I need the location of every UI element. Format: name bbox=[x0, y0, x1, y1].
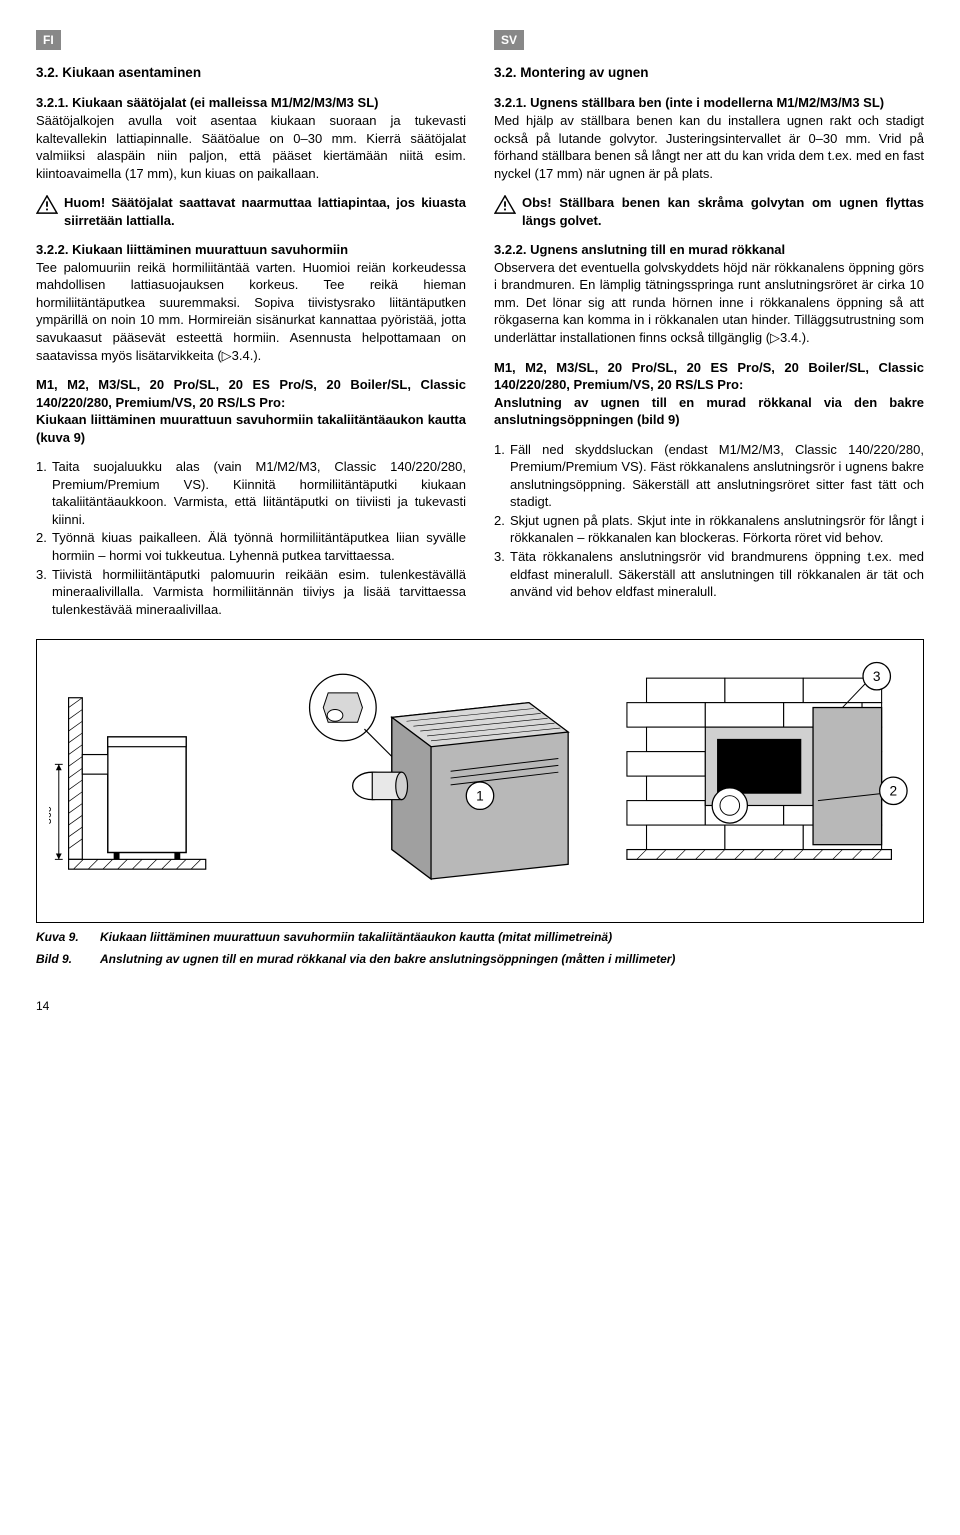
sub-title-3-2-2-sv: 3.2.2. Ugnens anslutning till en murad r… bbox=[494, 242, 785, 257]
list-number: 2. bbox=[36, 529, 52, 564]
caption-text-fi: Kiukaan liittäminen muurattuun savuhormi… bbox=[100, 929, 924, 945]
body-3-2-2-fi: Tee palomuuriin reikä hormiliitäntää var… bbox=[36, 260, 466, 363]
list-item: 2. Työnnä kiuas paikalleen. Älä työnnä h… bbox=[36, 529, 466, 564]
section-3-2-1-fi: 3.2.1. Kiukaan säätöjalat (ei malleissa … bbox=[36, 94, 466, 182]
list-item: 2. Skjut ugnen på plats. Skjut inte in r… bbox=[494, 512, 924, 547]
dim-560: 560 bbox=[49, 806, 54, 824]
list-text: Täta rökkanalens anslutningsrör vid bran… bbox=[510, 548, 924, 601]
warning-text-fi-1: Huom! Säätöjalat saattavat naarmuttaa la… bbox=[64, 194, 466, 229]
list-number: 2. bbox=[494, 512, 510, 547]
warning-fi-1: Huom! Säätöjalat saattavat naarmuttaa la… bbox=[36, 194, 466, 229]
callout-1: 1 bbox=[476, 789, 484, 804]
body-3-2-1-fi: Säätöjalkojen avulla voit asentaa kiukaa… bbox=[36, 113, 466, 181]
list-text: Skjut ugnen på plats. Skjut inte in rökk… bbox=[510, 512, 924, 547]
section-3-2-2-sv: 3.2.2. Ugnens anslutning till en murad r… bbox=[494, 241, 924, 346]
list-item: 1. Taita suojaluukku alas (vain M1/M2/M3… bbox=[36, 458, 466, 528]
list-text: Taita suojaluukku alas (vain M1/M2/M3, C… bbox=[52, 458, 466, 528]
warning-text-sv-1: Obs! Ställbara benen kan skråma golvytan… bbox=[522, 194, 924, 229]
lang-tag-fi: FI bbox=[36, 30, 61, 50]
caption-sv: Bild 9. Anslutning av ugnen till en mura… bbox=[36, 951, 924, 967]
list-number: 3. bbox=[36, 566, 52, 619]
models-heading-sv: M1, M2, M3/SL, 20 Pro/SL, 20 ES Pro/S, 2… bbox=[494, 359, 924, 429]
callout-3: 3 bbox=[873, 669, 881, 684]
warning-icon bbox=[494, 195, 516, 214]
page-number: 14 bbox=[36, 998, 924, 1014]
section-3-2-1-sv: 3.2.1. Ugnens ställbara ben (inte i mode… bbox=[494, 94, 924, 182]
steps-list-fi: 1. Taita suojaluukku alas (vain M1/M2/M3… bbox=[36, 458, 466, 618]
list-item: 3. Täta rökkanalens anslutningsrör vid b… bbox=[494, 548, 924, 601]
body-3-2-1-sv: Med hjälp av ställbara benen kan du inst… bbox=[494, 113, 924, 181]
list-number: 3. bbox=[494, 548, 510, 601]
caption-label-fi: Kuva 9. bbox=[36, 929, 100, 945]
figure-svg: 560 1 bbox=[49, 656, 911, 906]
right-column: SV 3.2. Montering av ugnen 3.2.1. Ugnens… bbox=[494, 30, 924, 619]
body-3-2-2-sv: Observera det eventuella golvskyddets hö… bbox=[494, 260, 924, 345]
list-text: Fäll ned skyddsluckan (endast M1/M2/M3, … bbox=[510, 441, 924, 511]
caption-fi: Kuva 9. Kiukaan liittäminen muurattuun s… bbox=[36, 929, 924, 945]
steps-list-sv: 1. Fäll ned skyddsluckan (endast M1/M2/M… bbox=[494, 441, 924, 601]
list-item: 1. Fäll ned skyddsluckan (endast M1/M2/M… bbox=[494, 441, 924, 511]
caption-label-sv: Bild 9. bbox=[36, 951, 100, 967]
lang-tag-sv: SV bbox=[494, 30, 524, 50]
list-item: 3. Tiivistä hormiliitäntäputki palomuuri… bbox=[36, 566, 466, 619]
models-heading-fi: M1, M2, M3/SL, 20 Pro/SL, 20 ES Pro/S, 2… bbox=[36, 376, 466, 446]
section-3-2-2-fi: 3.2.2. Kiukaan liittäminen muurattuun sa… bbox=[36, 241, 466, 364]
list-number: 1. bbox=[494, 441, 510, 511]
figure-9: 560 1 bbox=[36, 639, 924, 923]
list-number: 1. bbox=[36, 458, 52, 528]
caption-text-sv: Anslutning av ugnen till en murad rökkan… bbox=[100, 951, 924, 967]
callout-2: 2 bbox=[890, 784, 898, 799]
warning-icon bbox=[36, 195, 58, 214]
warning-sv-1: Obs! Ställbara benen kan skråma golvytan… bbox=[494, 194, 924, 229]
sub-title-3-2-2-fi: 3.2.2. Kiukaan liittäminen muurattuun sa… bbox=[36, 242, 348, 257]
sub-title-3-2-1-fi: 3.2.1. Kiukaan säätöjalat (ei malleissa … bbox=[36, 95, 378, 110]
left-column: FI 3.2. Kiukaan asentaminen 3.2.1. Kiuka… bbox=[36, 30, 466, 619]
heading-3-2-fi: 3.2. Kiukaan asentaminen bbox=[36, 64, 466, 82]
list-text: Tiivistä hormiliitäntäputki palomuurin r… bbox=[52, 566, 466, 619]
heading-3-2-sv: 3.2. Montering av ugnen bbox=[494, 64, 924, 82]
list-text: Työnnä kiuas paikalleen. Älä työnnä horm… bbox=[52, 529, 466, 564]
sub-title-3-2-1-sv: 3.2.1. Ugnens ställbara ben (inte i mode… bbox=[494, 95, 884, 110]
